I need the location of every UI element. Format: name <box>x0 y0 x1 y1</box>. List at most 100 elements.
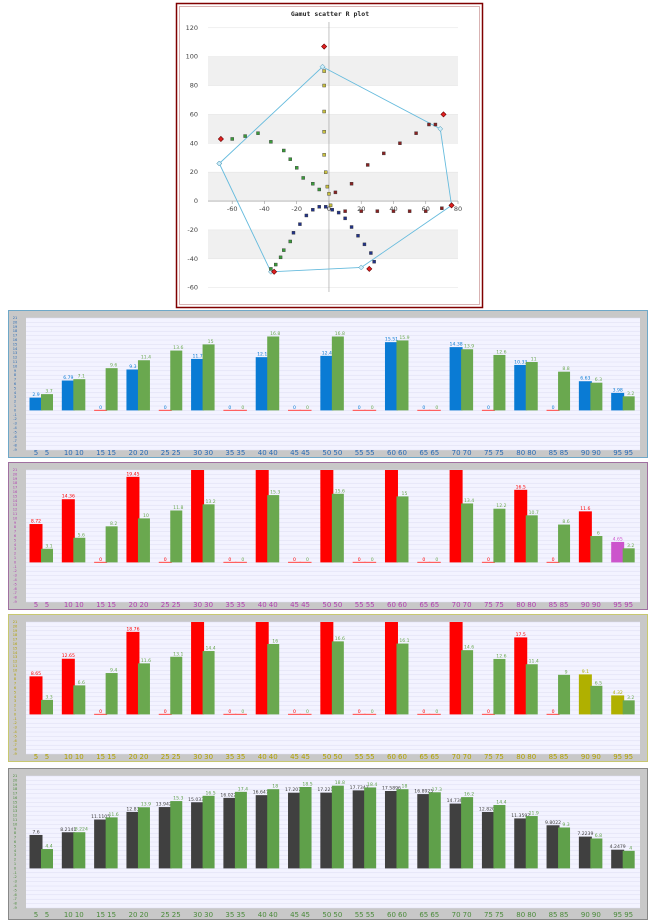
x-tick-label: 65 <box>430 449 439 457</box>
point <box>288 157 292 161</box>
value-label: 0 <box>99 405 102 411</box>
bar <box>137 663 150 715</box>
x-tick-label: 50 <box>333 911 342 919</box>
x-tick-label: 75 <box>484 449 493 457</box>
value-label: 0 <box>99 709 102 715</box>
x-tick-label: 35 <box>225 753 234 761</box>
value-label: 4 <box>629 845 632 851</box>
x-tick-label: 80 <box>527 911 536 919</box>
y-tick-label: 19 <box>13 629 18 633</box>
value-label: 10 <box>143 513 149 519</box>
bar <box>493 805 506 869</box>
y-tick-label: -7 <box>13 897 17 901</box>
value-label: 4.32 <box>613 690 623 696</box>
y-tick-label: 5 <box>14 386 16 390</box>
value-label: 17.5896 <box>382 786 401 792</box>
point <box>291 231 296 235</box>
value-label: 16 <box>272 639 278 645</box>
value-label: 11 <box>531 357 537 363</box>
y-tick-label: 15 <box>13 800 18 804</box>
value-label: 8.2141 <box>60 827 76 833</box>
point <box>271 268 278 275</box>
bar <box>396 340 409 411</box>
value-label: 0 <box>293 709 296 715</box>
point <box>448 202 455 209</box>
bar <box>202 344 215 411</box>
bar <box>428 561 441 563</box>
y-tick-label: 11 <box>13 664 18 668</box>
y-tick-label: -5 <box>13 888 17 892</box>
value-label: 3.1 <box>45 543 52 549</box>
point <box>288 239 292 244</box>
value-label: 0 <box>487 557 490 563</box>
value-label: 16.8925 <box>414 789 433 795</box>
y-tick-label: -40 <box>187 255 198 263</box>
value-label: 14.7305 <box>447 798 466 804</box>
point <box>298 222 302 226</box>
point <box>324 205 328 209</box>
bar <box>461 650 474 715</box>
point <box>322 130 326 134</box>
value-label: 13.4 <box>464 498 474 504</box>
y-tick-label: -7 <box>13 591 17 595</box>
value-label: 3.2 <box>627 695 634 701</box>
value-label: 8.72 <box>31 519 41 525</box>
x-tick-label: 50 <box>333 449 342 457</box>
x-tick-label: 60 <box>422 205 430 213</box>
value-label: 16.8 <box>270 331 280 337</box>
value-label: 8.2 <box>110 521 117 527</box>
y-tick-label: -8 <box>13 902 17 906</box>
x-tick-label: 80 <box>516 601 525 609</box>
bar <box>449 803 463 869</box>
x-tick-label: 65 <box>430 601 439 609</box>
x-tick-label: 65 <box>419 753 428 761</box>
y-tick-label: 8 <box>14 831 17 835</box>
y-tick-label: 21 <box>13 316 18 320</box>
hull-point <box>319 63 326 70</box>
bar <box>578 674 592 715</box>
value-label: 11.4 <box>529 659 539 665</box>
bar <box>288 713 302 715</box>
x-tick-label: 40 <box>269 601 278 609</box>
bar <box>223 561 237 563</box>
x-tick-label: 25 <box>161 753 170 761</box>
value-label: 0 <box>306 709 309 715</box>
value-label: 12.8209 <box>479 806 498 812</box>
bar <box>105 817 118 869</box>
x-tick-label: 85 <box>549 911 558 919</box>
x-tick-label: 15 <box>96 601 105 609</box>
point <box>433 122 438 127</box>
y-tick-label: 9 <box>14 673 17 677</box>
y-tick-label: 17 <box>13 792 18 796</box>
y-tick-label: -9 <box>13 600 17 604</box>
bar <box>525 816 538 869</box>
point <box>362 242 367 247</box>
y-tick-label: -20 <box>187 226 198 234</box>
point <box>398 141 402 145</box>
point <box>269 267 273 271</box>
x-tick-label: 10 <box>75 911 84 919</box>
x-tick-label: 0 <box>327 205 331 213</box>
x-tick-label: 45 <box>301 449 310 457</box>
x-tick-label: 70 <box>452 753 461 761</box>
value-label: 0 <box>435 557 438 563</box>
value-label: 0 <box>487 405 490 411</box>
bar <box>352 713 366 715</box>
value-label: 2.9 <box>32 392 39 398</box>
point <box>328 203 333 208</box>
value-label: 7.2239 <box>577 831 593 837</box>
y-tick-label: 7 <box>14 836 16 840</box>
bar <box>622 548 635 563</box>
x-tick-label: 10 <box>75 449 84 457</box>
value-label: 5.6 <box>78 532 85 538</box>
y-tick-label: 6 <box>14 534 17 538</box>
bar <box>590 838 603 869</box>
value-label: 19.45 <box>126 471 139 477</box>
y-tick-label: 80 <box>190 82 198 90</box>
value-label: 0 <box>164 709 167 715</box>
value-label: 12.6 <box>496 653 506 659</box>
point <box>333 190 338 195</box>
x-tick-label: 75 <box>484 601 493 609</box>
bar <box>320 792 334 869</box>
